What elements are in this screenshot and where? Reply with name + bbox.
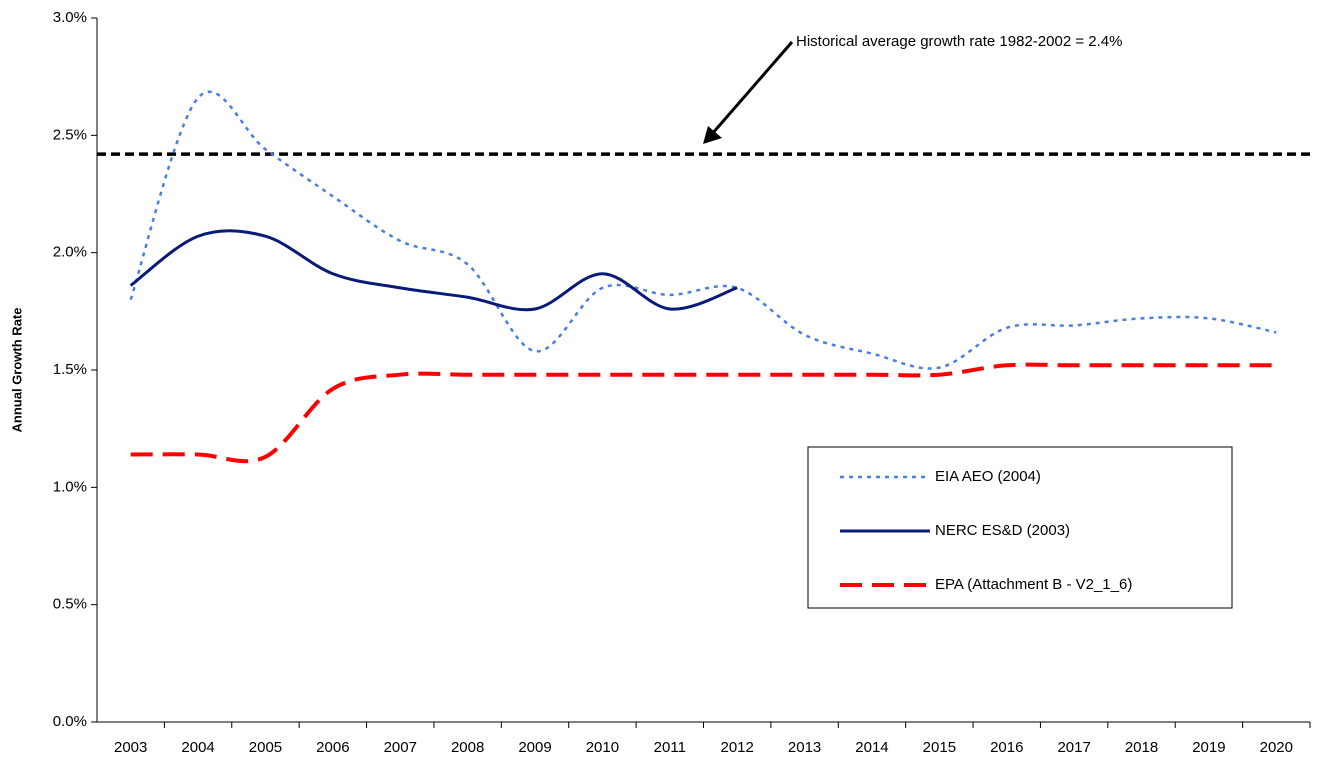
annotation-arrow: [710, 41, 794, 135]
y-tick-label: 2.0%: [53, 244, 87, 261]
y-tick-label: 0.0%: [53, 713, 87, 730]
y-tick-label: 2.5%: [53, 126, 87, 143]
series-line: [129, 90, 1277, 370]
annotation: Historical average growth rate 1982-2002…: [796, 33, 1122, 50]
x-tick-label: 2008: [451, 739, 484, 756]
y-tick-label: 3.0%: [53, 9, 87, 26]
y-tick-label: 0.5%: [53, 596, 87, 613]
legend-label: EIA AEO (2004): [935, 468, 1041, 485]
x-tick-label: 2006: [316, 739, 349, 756]
y-axis-label: Annual Growth Rate: [9, 308, 24, 433]
x-tick-label: 2020: [1260, 739, 1293, 756]
series-line: [129, 229, 738, 312]
x-tick-label: 2013: [788, 739, 821, 756]
legend-label: NERC ES&D (2003): [935, 522, 1070, 539]
x-tick-label: 2018: [1125, 739, 1158, 756]
x-tick-label: 2009: [518, 739, 551, 756]
legend-label: EPA (Attachment B - V2_1_6): [935, 576, 1132, 593]
series-line: [130, 362, 1277, 464]
x-tick-label: 2007: [384, 739, 417, 756]
x-tick-label: 2012: [721, 739, 754, 756]
arrow-head: [703, 126, 722, 144]
y-tick-label: 1.0%: [53, 478, 87, 495]
x-tick-label: 2019: [1192, 739, 1225, 756]
x-tick-label: 2005: [249, 739, 282, 756]
x-tick-label: 2017: [1057, 739, 1090, 756]
x-tick-label: 2014: [855, 739, 888, 756]
x-tick-label: 2003: [114, 739, 147, 756]
x-tick-label: 2015: [923, 739, 956, 756]
x-tick-label: 2004: [181, 739, 214, 756]
x-tick-label: 2011: [654, 739, 686, 756]
x-tick-label: 2016: [990, 739, 1023, 756]
y-tick-label: 1.5%: [53, 361, 87, 378]
legend-box: [807, 446, 1233, 609]
x-tick-label: 2010: [586, 739, 619, 756]
